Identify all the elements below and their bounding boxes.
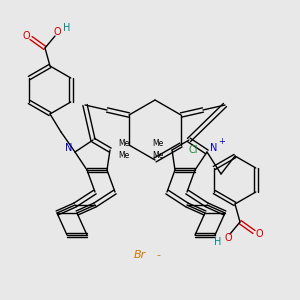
Text: Me: Me (152, 151, 164, 160)
Text: +: + (219, 137, 225, 146)
Text: Br: Br (134, 250, 146, 260)
Text: -: - (156, 250, 160, 260)
Text: H: H (63, 23, 71, 33)
Text: O: O (53, 27, 61, 37)
Text: Me: Me (152, 139, 164, 148)
Text: N: N (65, 143, 73, 153)
Text: H: H (214, 237, 222, 247)
Text: Cl: Cl (188, 145, 198, 155)
Text: Me: Me (118, 139, 130, 148)
Text: Me: Me (118, 151, 130, 160)
Text: N: N (210, 143, 218, 153)
Text: O: O (22, 31, 30, 41)
Text: O: O (255, 229, 263, 239)
Text: O: O (224, 233, 232, 243)
